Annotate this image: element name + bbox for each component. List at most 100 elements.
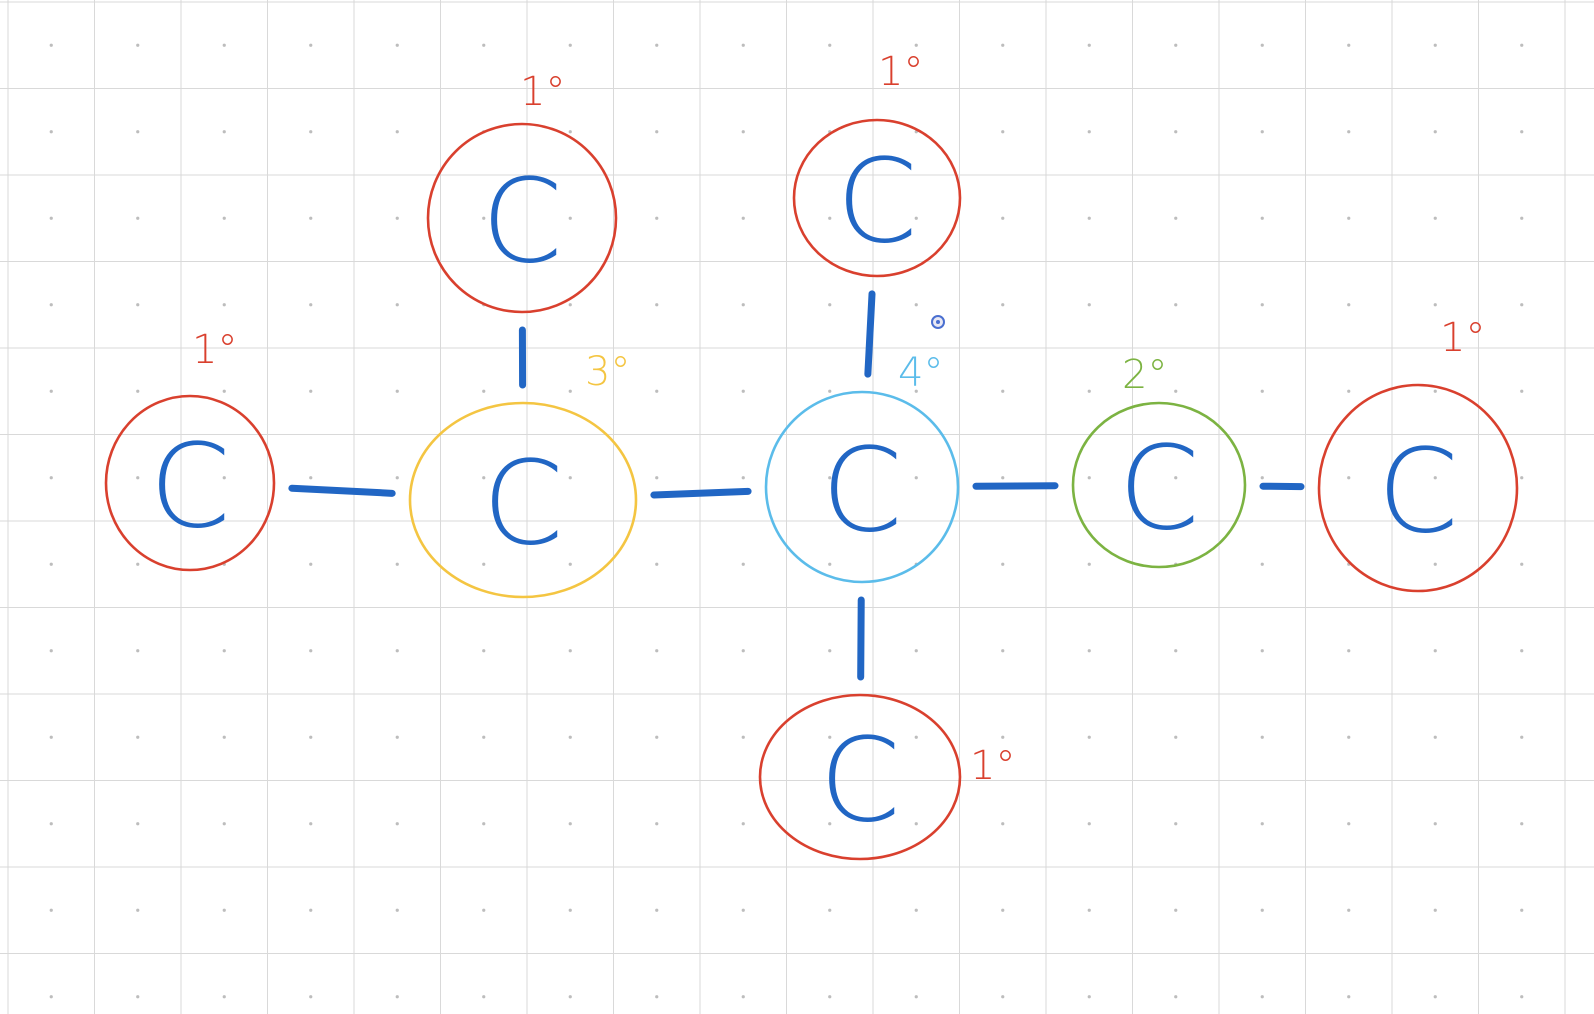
grid-dot xyxy=(222,908,226,912)
atom-ring-tertiary xyxy=(408,401,638,599)
grid-dot xyxy=(741,476,745,480)
grid-dot xyxy=(49,735,53,739)
grid-dot xyxy=(395,43,399,47)
degree-label-primary: 1° xyxy=(1440,315,1485,361)
grid-dot xyxy=(914,995,918,999)
grid-dot xyxy=(828,908,832,912)
grid-dot xyxy=(136,303,140,307)
grid-dot xyxy=(1347,908,1351,912)
degree-label-quaternary: 4° xyxy=(898,350,943,396)
grid-dot xyxy=(309,649,313,653)
grid-dot xyxy=(1433,822,1437,826)
grid-dot xyxy=(309,562,313,566)
bond-c3-c4 xyxy=(972,482,1059,490)
grid-dot xyxy=(1520,649,1524,653)
grid-dot xyxy=(828,562,832,566)
grid-dot xyxy=(1001,995,1005,999)
grid-dot xyxy=(1347,303,1351,307)
grid-dot xyxy=(568,822,572,826)
grid-dot xyxy=(309,43,313,47)
grid-dot xyxy=(222,43,226,47)
grid-dot xyxy=(136,562,140,566)
grid-dot xyxy=(482,562,486,566)
grid-dot xyxy=(1520,735,1524,739)
grid-dot xyxy=(828,476,832,480)
grid-dot xyxy=(136,130,140,134)
grid-dot xyxy=(568,389,572,393)
grid-dot xyxy=(309,216,313,220)
grid-dot xyxy=(1347,995,1351,999)
grid-dot xyxy=(309,822,313,826)
grid-dot xyxy=(655,130,659,134)
grid-dot xyxy=(1260,130,1264,134)
atom-symbol: C xyxy=(483,437,564,572)
grid-dot xyxy=(136,908,140,912)
grid-dot xyxy=(395,303,399,307)
atom-c1: C 1° xyxy=(104,327,276,572)
grid-dot xyxy=(1087,735,1091,739)
grid-dot xyxy=(1260,303,1264,307)
grid-dot xyxy=(1001,303,1005,307)
grid-dot xyxy=(568,995,572,999)
grid-dot xyxy=(395,562,399,566)
bond-c3-c3-top xyxy=(864,290,876,378)
atom-symbol: C xyxy=(837,135,918,270)
grid-dot xyxy=(741,303,745,307)
pointer-dot xyxy=(936,320,940,324)
grid-dot xyxy=(1087,649,1091,653)
grid-dot xyxy=(1347,389,1351,393)
grid-dot xyxy=(1001,389,1005,393)
grid-dot xyxy=(1001,649,1005,653)
grid-dot xyxy=(222,822,226,826)
atom-c5: C 1° xyxy=(1317,315,1519,593)
degree-label-secondary: 2° xyxy=(1122,352,1167,398)
grid-dot xyxy=(136,649,140,653)
grid-dot xyxy=(1520,389,1524,393)
grid-dot xyxy=(1347,822,1351,826)
grid-dot xyxy=(395,389,399,393)
grid-dot xyxy=(741,908,745,912)
grid-dot xyxy=(568,562,572,566)
atom-ring-primary xyxy=(792,118,962,278)
grid-dot xyxy=(655,389,659,393)
atom-symbol: C xyxy=(150,420,231,555)
grid-dot xyxy=(482,995,486,999)
grid-dot xyxy=(1087,562,1091,566)
grid-dot xyxy=(914,43,918,47)
grid-dot xyxy=(1087,476,1091,480)
bond-c3-c3-bottom xyxy=(857,596,865,681)
grid-dot xyxy=(395,130,399,134)
grid-dot xyxy=(1347,649,1351,653)
grid-dot xyxy=(1347,43,1351,47)
grid-dot xyxy=(828,735,832,739)
grid-dot xyxy=(568,216,572,220)
atom-ring-primary xyxy=(758,693,962,861)
atom-symbol: C xyxy=(820,714,901,849)
atom-c3-top: C 1° xyxy=(792,49,962,278)
grid-dot xyxy=(482,649,486,653)
grid-dot xyxy=(741,735,745,739)
grid-dot xyxy=(482,43,486,47)
grid-dot xyxy=(1001,735,1005,739)
grid-dot xyxy=(914,303,918,307)
bond-layer xyxy=(288,290,1305,681)
grid-dot xyxy=(482,735,486,739)
grid-dot xyxy=(136,822,140,826)
grid-dot xyxy=(568,43,572,47)
grid-dot xyxy=(741,389,745,393)
grid-dot xyxy=(741,649,745,653)
grid-dot xyxy=(1260,43,1264,47)
grid-dot xyxy=(1433,389,1437,393)
grid-dot xyxy=(655,216,659,220)
grid-dot xyxy=(482,389,486,393)
grid-dot xyxy=(1260,908,1264,912)
degree-label-tertiary: 3° xyxy=(585,349,630,395)
grid-dot xyxy=(1520,476,1524,480)
grid-dot xyxy=(49,130,53,134)
grid-dot xyxy=(914,735,918,739)
grid-dot xyxy=(741,43,745,47)
grid-dot xyxy=(655,303,659,307)
grid-dot xyxy=(395,908,399,912)
grid-dot xyxy=(222,303,226,307)
